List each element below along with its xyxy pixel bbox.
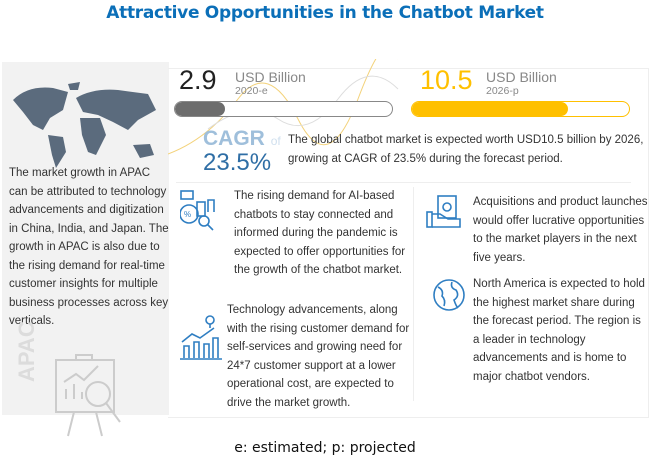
progress-bar-2026 (411, 101, 630, 117)
apac-description: The market growth in APAC can be attribu… (9, 167, 169, 327)
divider (413, 187, 414, 401)
world-map-icon (13, 82, 156, 168)
insight-text-4: North America is expected to hold the hi… (473, 278, 645, 383)
main-panel: 2.9 USD Billion 2020-e 10.5 USD Billion … (168, 59, 649, 418)
svg-text:%: % (184, 210, 191, 219)
value-2020: 2.9 (179, 65, 217, 95)
value-2026: 10.5 (420, 65, 473, 95)
left-panel: The market growth in APAC can be attribu… (2, 62, 169, 437)
analytics-report-icon: % (180, 190, 215, 231)
year-2020: 2020-e (235, 85, 268, 97)
footnote: e: estimated; p: projected (234, 440, 416, 456)
progress-bar-2020 (174, 101, 393, 117)
page-title: Attractive Opportunities in the Chatbot … (106, 3, 544, 23)
divider (176, 182, 631, 183)
insight-text-1: The rising demand for AI-based chatbots … (234, 190, 406, 276)
globe-icon (433, 279, 465, 311)
growth-chart-icon (180, 315, 222, 360)
market-summary: The global chatbot market is expected wo… (288, 134, 644, 165)
cagr-value: 23.5% (203, 149, 272, 176)
unit-2020: USD Billion (235, 69, 306, 85)
progress-fill-2026 (412, 102, 569, 116)
progress-fill-2020 (175, 102, 225, 116)
region-label: APAC (14, 321, 39, 382)
year-2026: 2026-p (486, 85, 519, 97)
insight-text-3: Acquisitions and product launches would … (473, 196, 648, 264)
presentation-analytics-icon (55, 354, 121, 437)
insight-text-2: Technology advancements, along with the … (227, 304, 410, 409)
money-hand-icon (426, 195, 461, 228)
unit-2026: USD Billion (486, 69, 557, 85)
cagr-label: CAGR of (203, 127, 281, 150)
